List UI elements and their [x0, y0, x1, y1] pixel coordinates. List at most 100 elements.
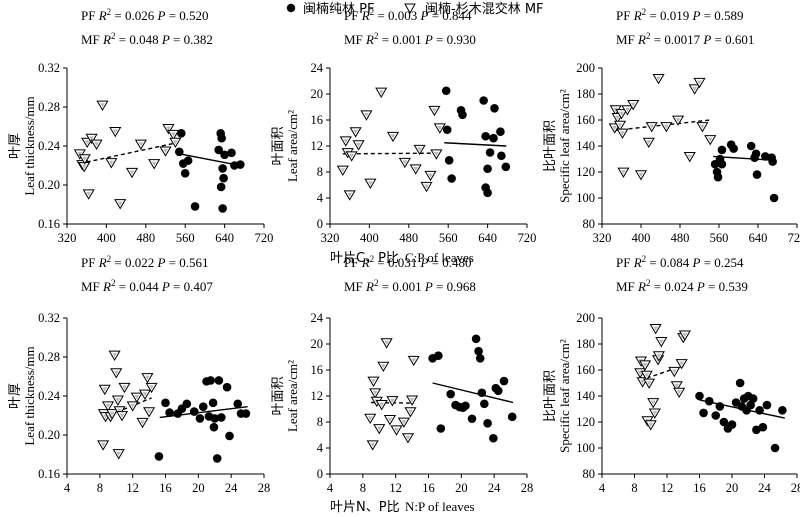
mf-point-inner [656, 76, 661, 81]
pf-point [711, 411, 721, 420]
pf-point [241, 409, 251, 418]
x-tick-label: 320 [593, 231, 612, 245]
pf-point [475, 354, 485, 363]
pf-fit-line [432, 382, 514, 404]
mf-point-inner [437, 125, 443, 131]
y-tick-label: 80 [583, 467, 596, 481]
mf-point-inner [432, 108, 437, 113]
mf-point-inner [697, 80, 702, 85]
x-tick-label: 720 [255, 231, 274, 245]
row-xlabel-bottom-zh: 叶片N、P比 [330, 500, 400, 515]
y-tick-label: 140 [576, 389, 595, 403]
mf-point-inner [630, 102, 636, 107]
mf-point-inner [163, 149, 168, 154]
x-tick-label: 560 [439, 231, 458, 245]
stats-pf: PF R2 = 0.084 P = 0.254 [616, 254, 744, 270]
pf-point [222, 382, 232, 392]
pf-point [176, 129, 186, 138]
pf-point [695, 391, 704, 401]
pf-point [461, 401, 470, 411]
mf-point-inner [675, 118, 681, 123]
mf-point-inner [379, 402, 385, 407]
y-tick-label: 0.28 [38, 350, 60, 364]
stats-mf: MF R2 = 0.044 P = 0.407 [81, 278, 213, 294]
mf-fit-line [342, 152, 441, 155]
mf-point-inner [682, 333, 688, 338]
mf-point-inner [368, 181, 373, 186]
pf-point [746, 141, 756, 151]
y-tick-label: 200 [576, 311, 595, 325]
pf-point [499, 376, 509, 386]
pf-point [752, 170, 762, 179]
stats-mf: MF R2 = 0.048 P = 0.382 [81, 31, 213, 47]
mf-point-inner [372, 390, 378, 396]
mf-point-inner [370, 442, 376, 448]
mf-point-inner [134, 395, 140, 400]
x-tick-label: 16 [693, 481, 706, 495]
mf-point-inner [613, 107, 618, 112]
y-tick-label: 16 [311, 113, 324, 127]
pf-point [481, 131, 490, 141]
mf-point-inner [130, 403, 136, 409]
y-tick-label: 0.32 [38, 61, 60, 75]
mf-point-inner [413, 166, 419, 172]
pf-point [446, 389, 455, 399]
pf-point [713, 172, 723, 182]
mf-point-inner [149, 385, 154, 390]
x-tick-label: 8 [97, 481, 103, 495]
pf-point [493, 386, 503, 396]
x-tick-label: 12 [389, 481, 402, 495]
pf-point [182, 399, 192, 409]
mf-point-inner [658, 339, 664, 344]
y-tick-label: 0.16 [38, 467, 60, 481]
x-tick-label: 480 [671, 231, 690, 245]
x-tick-label: 16 [422, 481, 435, 495]
panel-1-2: 320 400 480 560 640 720 0 4 8 12 16 20 24 叶面积 Leaf are… [271, 7, 536, 245]
pf-point [746, 400, 755, 410]
y-label-en: Leaf area/cm² [285, 360, 300, 432]
mf-point-inner [640, 379, 645, 385]
mf-point-inner [378, 90, 384, 95]
y-label-zh: 比叶面积 [543, 370, 558, 422]
x-tick-label: 320 [58, 231, 77, 245]
y-tick-label: 0.20 [38, 428, 60, 442]
mf-point-inner [146, 409, 152, 414]
mf-point-inner [656, 353, 662, 359]
mf-fit-line [79, 142, 176, 165]
y-label-zh: 叶厚 [8, 383, 23, 409]
y-tick-label: 140 [576, 139, 595, 153]
mf-point-inner [381, 364, 386, 369]
x-tick-label: 16 [159, 481, 172, 495]
mf-point-inner [109, 411, 115, 416]
pf-point [778, 406, 787, 415]
pf-point [434, 351, 443, 361]
pf-point [467, 414, 477, 424]
mf-point-inner [151, 161, 157, 166]
mf-point-inner [122, 385, 127, 390]
mf-point-inner [646, 140, 652, 145]
pf-point [233, 399, 243, 409]
mf-point-inner [371, 379, 376, 384]
mf-point-inner [417, 147, 422, 152]
pf-point [217, 413, 226, 422]
mf-point-inner [94, 142, 99, 147]
stats-pf: PF R2 = 0.022 P = 0.561 [81, 254, 209, 270]
pf-point [755, 406, 764, 415]
x-tick-label: 12 [126, 481, 139, 495]
mf-point-inner [619, 111, 624, 116]
pf-point [441, 86, 451, 96]
x-tick-label: 400 [97, 231, 116, 245]
pf-point [227, 148, 236, 158]
pf-point [704, 396, 714, 406]
pf-point [748, 394, 758, 403]
mf-point-inner [434, 151, 439, 157]
pf-point [769, 193, 779, 203]
pf-point [477, 388, 487, 398]
row-xlabel-bottom: 叶片N、P比 N:P of leaves [330, 499, 475, 515]
panel-2-3: 4 8 12 16 20 24 28 80 100 120 140 160 180 200 比叶面积Spec… [543, 254, 800, 495]
y-tick-label: 100 [576, 191, 595, 205]
mf-point-inner [142, 392, 148, 397]
mf-point-inner [173, 140, 178, 145]
y-label-en: Leaf thickness/mm [22, 96, 37, 195]
